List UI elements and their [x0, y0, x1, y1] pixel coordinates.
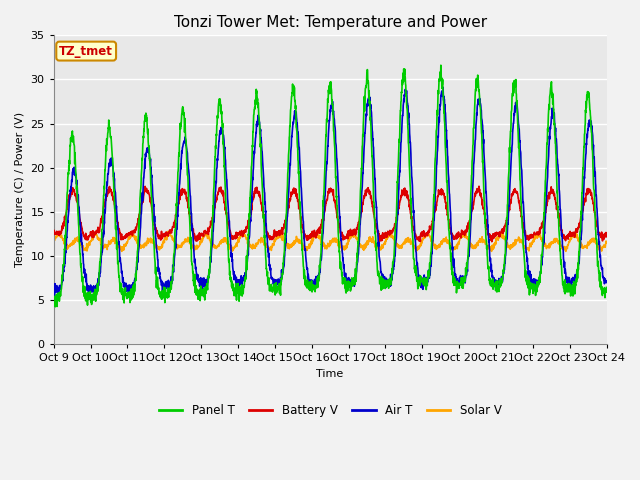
Legend: Panel T, Battery V, Air T, Solar V: Panel T, Battery V, Air T, Solar V — [154, 399, 506, 421]
Panel T — [358, 144, 366, 149]
Air T — [51, 295, 58, 300]
Y-axis label: Temperature (C) / Power (V): Temperature (C) / Power (V) — [15, 112, 25, 267]
Title: Tonzi Tower Met: Temperature and Power: Tonzi Tower Met: Temperature and Power — [173, 15, 486, 30]
Solar V — [164, 228, 172, 234]
Panel T — [346, 281, 354, 287]
Air T — [204, 279, 212, 285]
Panel T — [570, 287, 577, 293]
Air T — [570, 279, 577, 285]
Air T — [346, 277, 354, 283]
Solar V — [50, 239, 58, 245]
Battery V — [50, 230, 58, 236]
Line: Air T: Air T — [54, 87, 607, 298]
Solar V — [205, 232, 212, 238]
X-axis label: Time: Time — [316, 369, 344, 379]
Solar V — [118, 249, 125, 254]
Line: Battery V: Battery V — [54, 186, 607, 242]
Battery V — [603, 233, 611, 239]
Battery V — [204, 225, 212, 231]
Air T — [50, 289, 58, 295]
Battery V — [554, 210, 562, 216]
Solar V — [492, 241, 499, 247]
Line: Solar V: Solar V — [54, 231, 607, 252]
Air T — [439, 84, 447, 90]
Battery V — [475, 183, 483, 189]
Panel T — [554, 215, 562, 221]
Solar V — [570, 232, 577, 238]
Solar V — [554, 239, 562, 244]
Air T — [492, 279, 499, 285]
Panel T — [437, 62, 445, 68]
Panel T — [204, 279, 212, 285]
Panel T — [51, 304, 59, 310]
Solar V — [358, 245, 366, 251]
Solar V — [347, 234, 355, 240]
Battery V — [376, 239, 383, 245]
Air T — [358, 183, 366, 189]
Panel T — [603, 285, 611, 290]
Battery V — [358, 209, 366, 215]
Panel T — [50, 293, 58, 299]
Solar V — [603, 239, 611, 245]
Battery V — [492, 230, 499, 236]
Line: Panel T: Panel T — [54, 65, 607, 307]
Battery V — [570, 232, 577, 238]
Air T — [603, 280, 611, 286]
Battery V — [346, 229, 354, 235]
Panel T — [492, 280, 499, 286]
Air T — [554, 167, 562, 172]
Text: TZ_tmet: TZ_tmet — [60, 45, 113, 58]
